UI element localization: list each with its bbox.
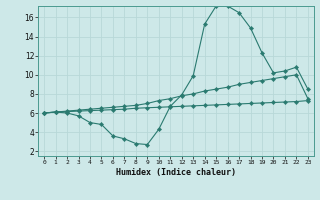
X-axis label: Humidex (Indice chaleur): Humidex (Indice chaleur) — [116, 168, 236, 177]
